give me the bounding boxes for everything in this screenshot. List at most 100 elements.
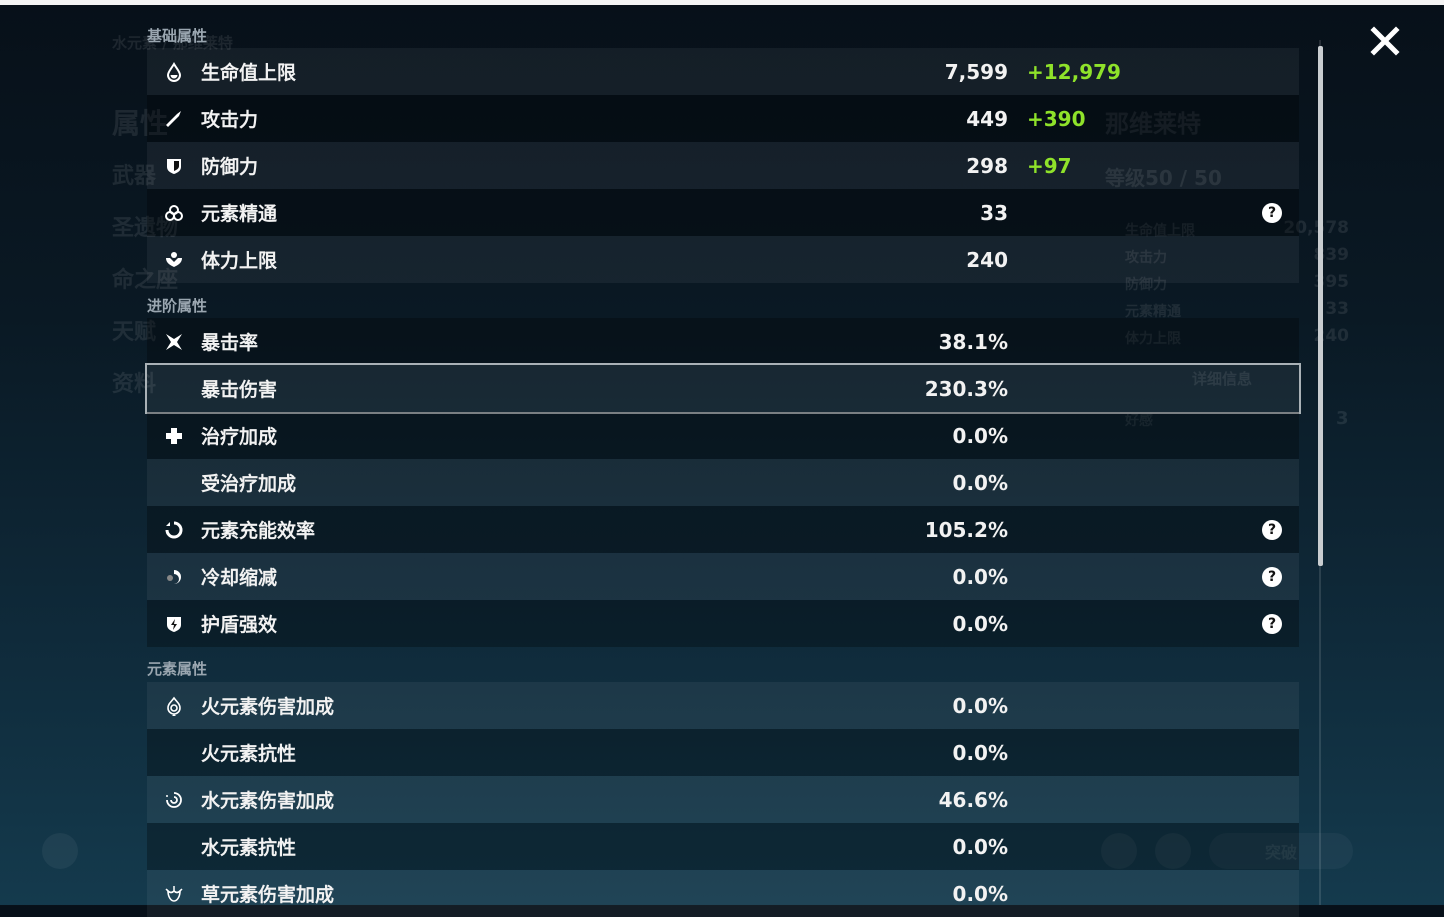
bg-side-menu-item: 天赋 [112,320,157,345]
stat-value: 38.1% [938,329,1008,354]
elemental-mastery-icon [163,202,185,224]
stat-label: 水元素伤害加成 [201,790,335,812]
section-title: 元素属性 [147,660,208,678]
hydro-icon [163,789,185,811]
bg-side-menu-item: 属性 [112,107,169,140]
stat-label: 冷却缩减 [201,567,278,589]
stat-label: 暴击率 [201,332,259,354]
stat-label: 暴击伤害 [201,379,278,401]
bg-weapon-button [1101,833,1137,869]
bg-mini-stat-label: 元素精通 [1125,304,1181,320]
stat-row[interactable]: 治疗加成 0.0% [147,412,1299,459]
bg-outfit-button [1155,833,1191,869]
help-icon[interactable]: ? [1262,566,1282,587]
stat-row[interactable]: 生命值上限 7,599 +12,979 [147,48,1299,95]
cooldown-icon [163,566,185,588]
section-title: 基础属性 [147,27,208,45]
stat-label: 元素充能效率 [201,520,316,542]
bg-mini-stat-value: 20,578 [1283,218,1349,238]
bg-mini-stat-label: 防御力 [1125,277,1167,293]
help-icon[interactable]: ? [1262,519,1282,540]
stat-label: 体力上限 [201,250,278,272]
close-button[interactable] [1368,24,1402,58]
droplet-icon [163,61,185,83]
stat-label: 治疗加成 [201,426,278,448]
bg-detail-button: 详细信息 [1192,370,1253,388]
stat-row[interactable]: 冷却缩减 0.0%? [147,553,1299,600]
help-icon[interactable]: ? [1262,613,1282,634]
shield-strength-icon [163,613,185,635]
help-icon[interactable]: ? [1262,202,1282,223]
stat-row[interactable]: 攻击力 449 +390 [147,95,1299,142]
stat-value: 105.2% [924,517,1008,542]
bg-friendship-label: 好感 [1125,413,1153,429]
stat-row[interactable]: 暴击率 38.1% [147,318,1299,365]
bg-mini-stat-label: 攻击力 [1125,250,1167,266]
bg-mini-stat-label: 生命值上限 [1125,223,1195,239]
bg-side-menu-item: 命之座 [112,268,179,293]
stat-value: 0.0% [952,470,1008,495]
stat-row[interactable]: 火元素伤害加成 0.0% [147,682,1299,729]
stat-label: 护盾强效 [201,614,278,636]
bg-ascend-label: 突破 [1264,843,1297,862]
bg-character-name: 那维莱特 [1105,110,1201,138]
stat-row[interactable]: 草元素伤害加成 0.0% [147,870,1299,917]
dendro-icon [163,883,185,905]
stat-value: 449 [966,106,1008,131]
stat-bonus: +97 [1027,153,1072,178]
stat-value: 0.0% [952,834,1008,859]
top-strip [0,0,1444,5]
stat-label: 攻击力 [201,109,259,131]
stat-label: 元素精通 [201,203,278,225]
shield-icon [163,155,185,177]
scrollbar-thumb[interactable] [1318,46,1323,566]
stat-row[interactable]: 火元素抗性 0.0% [147,729,1299,776]
close-icon [1370,26,1400,56]
stat-label: 防御力 [201,156,259,178]
stat-value: 0.0% [952,423,1008,448]
stat-value: 0.0% [952,881,1008,906]
pyro-icon [163,695,185,717]
energy-recharge-icon [163,519,185,541]
bg-mini-stat-label: 体力上限 [1125,331,1181,347]
stat-label: 受治疗加成 [201,473,297,495]
stat-value: 0.0% [952,564,1008,589]
stat-value: 33 [980,200,1008,225]
stat-value: 7,599 [944,59,1008,84]
stat-row[interactable]: 元素充能效率 105.2%? [147,506,1299,553]
stat-row[interactable]: 暴击伤害 230.3% [145,363,1301,414]
stamina-icon [163,249,185,271]
bg-grid-button [42,833,78,869]
stat-row[interactable]: 防御力 298 +97 [147,142,1299,189]
bg-side-menu-item: 武器 [112,164,157,189]
stat-value: 46.6% [938,787,1008,812]
stat-bonus: +12,979 [1027,59,1121,84]
bg-ascend-button: 突破 [1209,833,1353,869]
stat-label: 草元素伤害加成 [201,884,335,906]
sword-icon [163,108,185,130]
stat-row[interactable]: 护盾强效 0.0%? [147,600,1299,647]
stat-value: 0.0% [952,740,1008,765]
bg-level: 等级50 / 50 [1105,166,1222,190]
stat-row[interactable]: 元素精通 33? [147,189,1299,236]
bg-mini-stat-value: 33 [1325,299,1349,319]
stat-label: 生命值上限 [201,62,297,84]
stat-row[interactable]: 水元素伤害加成 46.6% [147,776,1299,823]
stat-value: 0.0% [952,611,1008,636]
stat-row[interactable]: 体力上限 240 [147,236,1299,283]
stat-value: 230.3% [924,376,1008,401]
stat-label: 水元素抗性 [201,837,297,859]
bg-side-menu-item: 圣遗物 [112,216,179,241]
stat-bonus: +390 [1027,106,1086,131]
stat-value: 240 [966,247,1008,272]
healing-cross-icon [163,425,185,447]
bg-side-menu-item: 资料 [112,372,157,397]
stat-label: 火元素伤害加成 [201,696,335,718]
stat-value: 298 [966,153,1008,178]
stat-value: 0.0% [952,693,1008,718]
stat-row[interactable]: 受治疗加成 0.0% [147,459,1299,506]
crit-rate-icon [163,331,185,353]
bg-friendship-value: 3 [1336,408,1349,429]
stat-row[interactable]: 水元素抗性 0.0% [147,823,1299,870]
stat-label: 火元素抗性 [201,743,297,765]
